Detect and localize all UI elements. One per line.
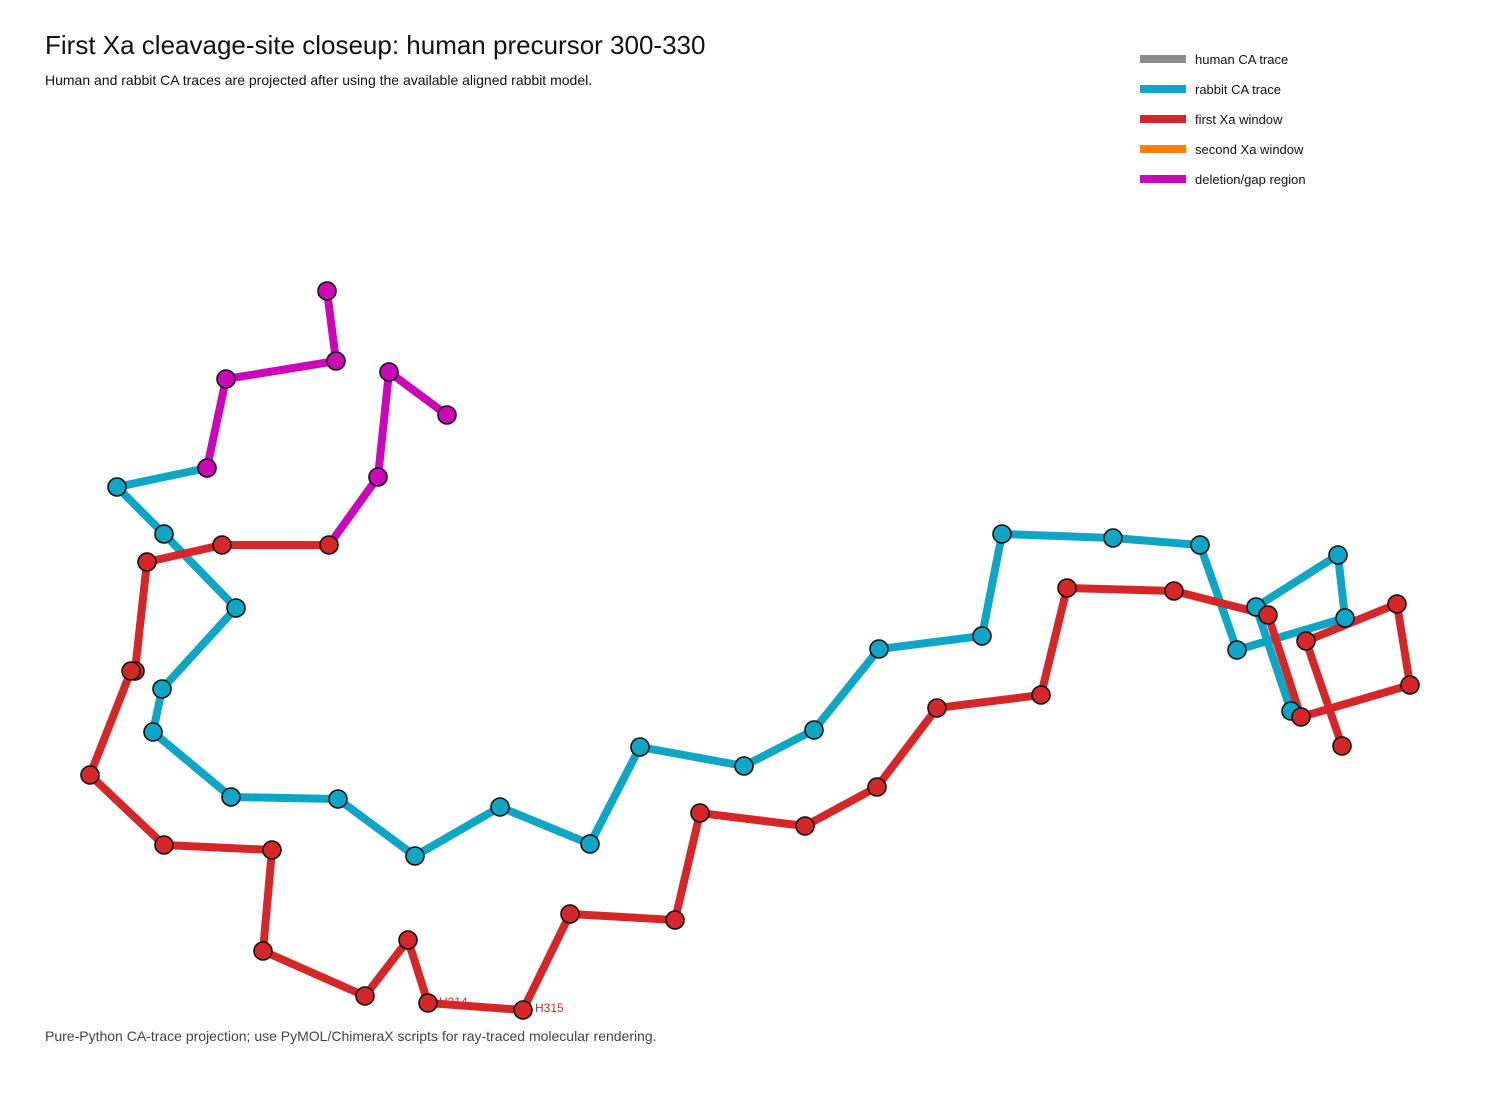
xa-residue (1296, 631, 1316, 651)
xa-residue (121, 661, 141, 681)
legend-label-deletion-gap: deletion/gap region (1195, 171, 1306, 187)
xa-residue (1164, 581, 1184, 601)
xa-residue (560, 904, 580, 924)
xa-residue (398, 930, 418, 950)
xa-residue (355, 986, 375, 1006)
residue-label-h314: H314 (439, 995, 468, 1009)
legend-label-second-xa: second Xa window (1195, 141, 1304, 157)
rabbit-residue (1103, 528, 1123, 548)
xa-residue (80, 765, 100, 785)
rabbit-residue (154, 524, 174, 544)
xa-residue (319, 535, 339, 555)
rabbit-residue (490, 797, 510, 817)
xa-residue (1400, 675, 1420, 695)
xa-residue-h314 (418, 993, 438, 1013)
rabbit-residue (1328, 545, 1348, 565)
xa-residue (212, 535, 232, 555)
legend-item-deletion-gap: deletion/gap region (1140, 164, 1306, 194)
rabbit-residue (143, 722, 163, 742)
rabbit-residue (580, 834, 600, 854)
gap-region (203, 287, 451, 549)
page-title: First Xa cleavage-site closeup: human pr… (45, 30, 706, 60)
xa-residue (1258, 605, 1278, 625)
xa-residue-h315 (513, 1000, 533, 1020)
xa-residue (1332, 736, 1352, 756)
rabbit-residue (226, 598, 246, 618)
rabbit-residue (221, 787, 241, 807)
rabbit-residue (734, 756, 754, 776)
legend: human CA trace rabbit CA trace first Xa … (1140, 44, 1306, 194)
xa-residue (253, 941, 273, 961)
gap-residue (216, 369, 236, 389)
xa-residue (665, 910, 685, 930)
rabbit-residue (1227, 640, 1247, 660)
legend-swatch-first-xa (1140, 115, 1186, 123)
xa-residue (927, 698, 947, 718)
legend-item-human: human CA trace (1140, 44, 1306, 74)
rabbit-residue (1190, 535, 1210, 555)
first-xa-residues (80, 535, 1420, 1020)
gap-residues (197, 281, 457, 487)
legend-item-rabbit: rabbit CA trace (1140, 74, 1306, 104)
rabbit-residue (152, 679, 172, 699)
first-xa-window (86, 541, 1414, 1014)
xa-residue (137, 552, 157, 572)
legend-label-human: human CA trace (1195, 51, 1289, 67)
rabbit-trace-line (113, 464, 1349, 860)
xa-residue (1057, 578, 1077, 598)
gap-residue (317, 281, 337, 301)
gap-region-line-a (203, 287, 340, 472)
rabbit-residue (1335, 608, 1355, 628)
page-subtitle: Human and rabbit CA traces are projected… (45, 72, 593, 88)
rabbit-residue (107, 477, 127, 497)
rabbit-trace (113, 464, 1349, 860)
legend-item-first-xa: first Xa window (1140, 104, 1306, 134)
gap-residue (437, 405, 457, 425)
rabbit-residues (107, 477, 1355, 866)
legend-item-second-xa: second Xa window (1140, 134, 1306, 164)
legend-swatch-second-xa (1140, 145, 1186, 153)
page-footer: Pure-Python CA-trace projection; use PyM… (45, 1028, 657, 1044)
gap-residue (379, 362, 399, 382)
legend-swatch-deletion-gap (1140, 175, 1186, 183)
gap-residue (368, 467, 388, 487)
legend-label-rabbit: rabbit CA trace (1195, 81, 1281, 97)
first-xa-window-line (86, 541, 1414, 1014)
gap-region-line-b (325, 368, 451, 549)
xa-residue (1291, 707, 1311, 727)
rabbit-residue (630, 737, 650, 757)
xa-residue (690, 803, 710, 823)
legend-label-first-xa: first Xa window (1195, 111, 1283, 127)
gap-residue (197, 458, 217, 478)
xa-residue (154, 835, 174, 855)
residue-label-h315: H315 (535, 1001, 564, 1015)
xa-residue (1387, 594, 1407, 614)
rabbit-residue (804, 720, 824, 740)
xa-residue (1031, 685, 1051, 705)
xa-residue (867, 777, 887, 797)
xa-residue (795, 816, 815, 836)
rabbit-residue (992, 524, 1012, 544)
xa-residue (262, 840, 282, 860)
gap-residue (326, 351, 346, 371)
rabbit-residue (972, 626, 992, 646)
rabbit-residue (405, 846, 425, 866)
legend-swatch-rabbit (1140, 85, 1186, 93)
rabbit-residue (328, 789, 348, 809)
rabbit-residue (869, 639, 889, 659)
legend-swatch-human (1140, 55, 1186, 63)
